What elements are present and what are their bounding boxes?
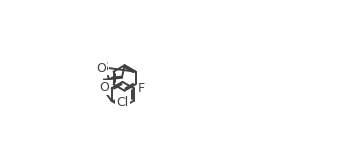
Text: S: S bbox=[100, 61, 108, 74]
Text: Cl: Cl bbox=[117, 96, 129, 109]
Text: O: O bbox=[96, 62, 106, 75]
Text: F: F bbox=[138, 82, 145, 95]
Text: O: O bbox=[99, 81, 109, 94]
